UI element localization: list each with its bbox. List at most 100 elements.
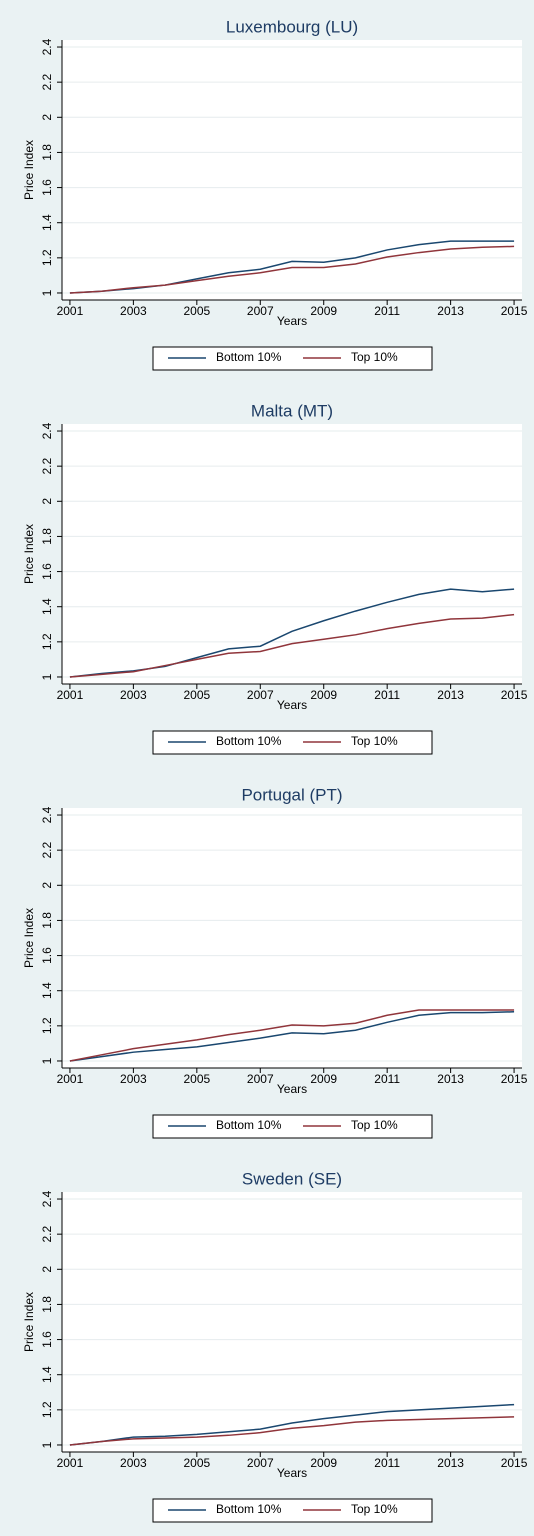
x-tick-label: 2015 xyxy=(501,1456,528,1470)
x-axis-title: Years xyxy=(277,698,307,712)
y-tick-label: 1 xyxy=(40,1057,54,1064)
legend-label: Bottom 10% xyxy=(216,1118,282,1132)
chart-panel: Luxembourg (LU) 1 1.2 1.4 1.6 1.8 2 2.2 2.4 2001 2… xyxy=(22,17,528,371)
x-tick-label: 2013 xyxy=(437,688,464,702)
x-tick-label: 2009 xyxy=(310,304,337,318)
y-tick-label: 1 xyxy=(40,289,54,296)
x-tick-label: 2007 xyxy=(247,304,274,318)
x-tick-label: 2009 xyxy=(310,1456,337,1470)
y-tick-label: 1.8 xyxy=(40,1296,54,1313)
y-tick-label: 2.2 xyxy=(40,73,54,90)
y-tick-label: 1.4 xyxy=(40,982,54,999)
series-line xyxy=(69,1416,515,1446)
x-tick-label: 2013 xyxy=(437,1456,464,1470)
x-tick-label: 2005 xyxy=(183,304,210,318)
y-axis-title: Price Index xyxy=(22,524,36,584)
legend-box xyxy=(152,730,433,755)
x-tick-label: 2015 xyxy=(501,688,528,702)
x-axis-title: Years xyxy=(277,1082,307,1096)
series-line xyxy=(69,613,515,678)
series-line xyxy=(69,1403,515,1446)
x-tick-label: 2009 xyxy=(310,1072,337,1086)
x-tick-label: 2011 xyxy=(374,688,400,702)
x-tick-label: 2011 xyxy=(374,1456,400,1470)
x-tick-label: 2001 xyxy=(57,1072,84,1086)
x-tick-label: 2003 xyxy=(120,1456,147,1470)
y-tick-label: 1.6 xyxy=(40,563,54,580)
y-tick-label: 2.4 xyxy=(40,422,54,439)
y-tick-label: 2 xyxy=(40,114,54,121)
legend-box xyxy=(152,1114,433,1139)
y-tick-label: 1 xyxy=(40,1441,54,1448)
y-tick-label: 2 xyxy=(40,498,54,505)
y-tick-label: 1.2 xyxy=(40,1401,54,1418)
y-tick-label: 1.6 xyxy=(40,179,54,196)
legend-label: Bottom 10% xyxy=(216,734,282,748)
y-tick-label: 2 xyxy=(40,1266,54,1273)
x-tick-label: 2011 xyxy=(374,1072,400,1086)
y-tick-label: 1.2 xyxy=(40,249,54,266)
x-tick-label: 2013 xyxy=(437,1072,464,1086)
x-tick-label: 2001 xyxy=(57,688,84,702)
plot-area xyxy=(62,40,522,300)
legend-label: Bottom 10% xyxy=(216,350,282,364)
y-tick-label: 1.6 xyxy=(40,1331,54,1348)
chart-title: Portugal (PT) xyxy=(241,785,342,804)
chart-panel: Sweden (SE) 1 1.2 1.4 1.6 1.8 2 2.2 2.4 2001 2003 2… xyxy=(22,1169,528,1523)
y-axis-title: Price Index xyxy=(22,140,36,200)
legend-label: Bottom 10% xyxy=(216,1502,282,1516)
chart-title: Sweden (SE) xyxy=(242,1169,342,1188)
plot-area xyxy=(62,1192,522,1452)
series-line xyxy=(69,245,515,294)
x-tick-label: 2001 xyxy=(57,1456,84,1470)
y-tick-label: 1.8 xyxy=(40,528,54,545)
legend-label: Top 10% xyxy=(351,1118,398,1132)
y-axis-title: Price Index xyxy=(22,1292,36,1352)
x-tick-label: 2011 xyxy=(374,304,400,318)
y-tick-label: 1.4 xyxy=(40,598,54,615)
x-axis-title: Years xyxy=(277,1466,307,1480)
legend-box xyxy=(152,346,433,371)
x-tick-label: 2013 xyxy=(437,304,464,318)
y-tick-label: 1.8 xyxy=(40,144,54,161)
y-tick-label: 2.2 xyxy=(40,457,54,474)
x-tick-label: 2015 xyxy=(501,1072,528,1086)
y-tick-label: 2.4 xyxy=(40,38,54,55)
x-tick-label: 2007 xyxy=(247,1072,274,1086)
y-tick-label: 1.4 xyxy=(40,214,54,231)
plot-area xyxy=(62,808,522,1068)
y-tick-label: 1.8 xyxy=(40,912,54,929)
x-tick-label: 2005 xyxy=(183,688,210,702)
x-tick-label: 2005 xyxy=(183,1072,210,1086)
x-tick-label: 2015 xyxy=(501,304,528,318)
x-tick-label: 2003 xyxy=(120,1072,147,1086)
x-tick-label: 2003 xyxy=(120,304,147,318)
y-tick-label: 1.6 xyxy=(40,947,54,964)
chart-title: Malta (MT) xyxy=(251,401,333,420)
x-tick-label: 2009 xyxy=(310,688,337,702)
x-tick-label: 2007 xyxy=(247,688,274,702)
x-axis-title: Years xyxy=(277,314,307,328)
y-tick-label: 2 xyxy=(40,882,54,889)
y-tick-label: 1.4 xyxy=(40,1366,54,1383)
chart-title: Luxembourg (LU) xyxy=(226,17,358,36)
y-tick-label: 2.4 xyxy=(40,806,54,823)
x-tick-label: 2005 xyxy=(183,1456,210,1470)
x-tick-label: 2001 xyxy=(57,304,84,318)
legend-label: Top 10% xyxy=(351,350,398,364)
legend-box xyxy=(152,1498,433,1523)
chart-panel: Portugal (PT) 1 1.2 1.4 1.6 1.8 2 2.2 2.4 2001 200… xyxy=(22,785,528,1139)
legend-label: Top 10% xyxy=(351,734,398,748)
x-tick-label: 2007 xyxy=(247,1456,274,1470)
y-tick-label: 1.2 xyxy=(40,633,54,650)
y-axis-title: Price Index xyxy=(22,908,36,968)
y-tick-label: 2.2 xyxy=(40,841,54,858)
series-line xyxy=(69,1011,515,1062)
y-tick-label: 2.4 xyxy=(40,1190,54,1207)
y-tick-label: 2.2 xyxy=(40,1225,54,1242)
y-tick-label: 1.2 xyxy=(40,1017,54,1034)
legend-label: Top 10% xyxy=(351,1502,398,1516)
x-tick-label: 2003 xyxy=(120,688,147,702)
